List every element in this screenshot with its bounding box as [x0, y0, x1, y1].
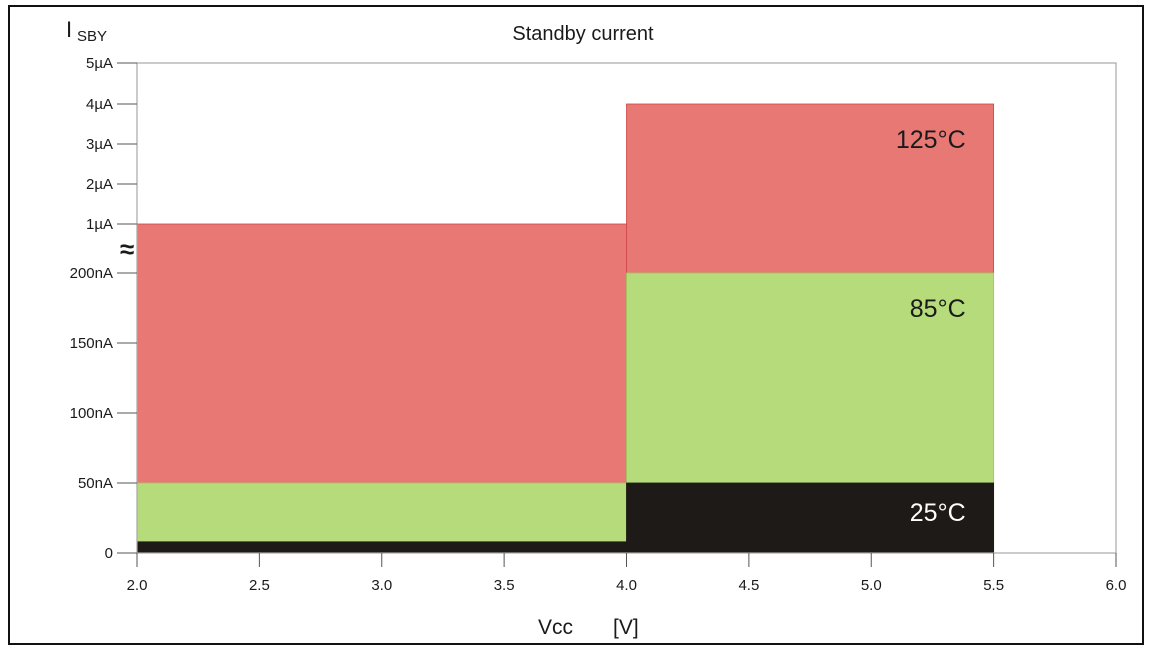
y-tick-label-8: 4µA: [86, 96, 113, 113]
axes-layer: [117, 62, 1117, 567]
x-tick-label-2.5: 2.5: [249, 577, 270, 594]
x-tick-label-6.0: 6.0: [1106, 577, 1127, 594]
y-tick-label-3: 150nA: [70, 335, 113, 352]
area-25cc-segment-1: [626, 482, 995, 554]
series-label-25cc: 25°C: [910, 499, 966, 527]
y-axis-break-symbol: ≈: [120, 234, 134, 264]
x-axis-label-name: Vcc: [538, 616, 573, 639]
area-85cc-segment-0: [136, 482, 627, 554]
x-tick-label-3.0: 3.0: [371, 577, 392, 594]
y-tick-label-0: 0: [105, 545, 113, 562]
y-axis-label-main: I: [66, 17, 72, 42]
y-tick-label-1: 50nA: [78, 475, 113, 492]
area-25cc-segment-0: [136, 541, 627, 554]
label-layer: 125°C 85°C 25°C 2.0 2.5 3.0 3.5 4.0 4.5 5.0 5.5 6.0…: [70, 55, 1127, 594]
area-layer: [136, 103, 995, 554]
chart-title: Standby current: [512, 23, 654, 45]
x-tick-label-5.5: 5.5: [983, 577, 1004, 594]
series-label-125cc: 125°C: [896, 126, 966, 154]
x-tick-label-4.0: 4.0: [616, 577, 637, 594]
x-tick-label-5.0: 5.0: [861, 577, 882, 594]
y-axis-label-sub: SBY: [77, 28, 107, 45]
series-label-85cc: 85°C: [910, 295, 966, 323]
x-tick-label-2.0: 2.0: [127, 577, 148, 594]
y-tick-label-2: 100nA: [70, 405, 113, 422]
y-tick-label-7: 3µA: [86, 136, 113, 153]
y-tick-label-6: 2µA: [86, 176, 113, 193]
x-tick-label-4.5: 4.5: [738, 577, 759, 594]
y-tick-label-4: 200nA: [70, 265, 113, 282]
y-tick-label-9: 5µA: [86, 55, 113, 72]
x-tick-label-3.5: 3.5: [494, 577, 515, 594]
y-tick-label-5: 1µA: [86, 216, 113, 233]
x-axis-label-unit: [V]: [613, 616, 639, 639]
